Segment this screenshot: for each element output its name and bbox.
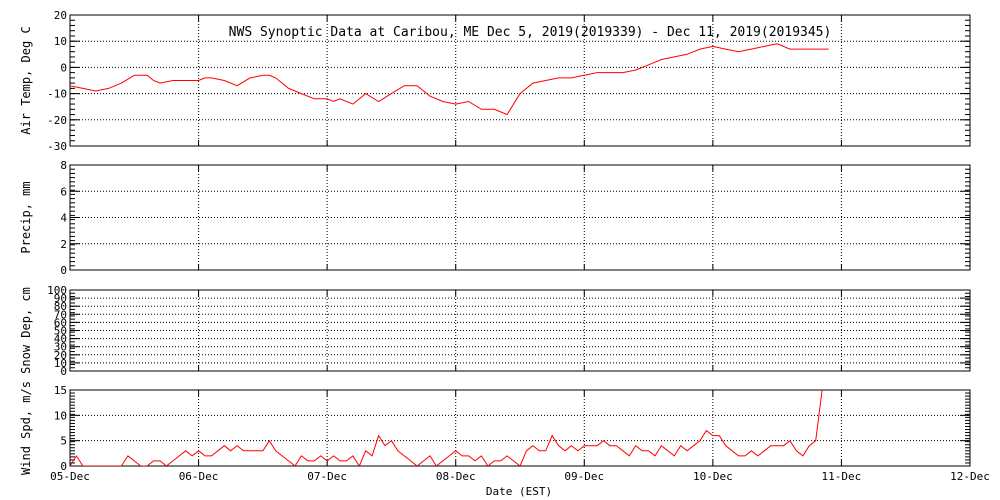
y-axis-label: Precip, mm <box>19 181 33 253</box>
chart-title: NWS Synoptic Data at Caribou, ME Dec 5, … <box>229 25 832 40</box>
series-line <box>70 43 829 116</box>
y-axis-label: Wind Spd, m/s <box>19 381 33 475</box>
y-tick-label: 0 <box>60 365 67 378</box>
y-axis-label: Snow Dep, cm <box>19 287 33 374</box>
y-tick-label: 60 <box>54 316 67 329</box>
y-tick-label: 4 <box>60 212 67 225</box>
x-tick-label: 10-Dec <box>693 470 733 483</box>
y-tick-label: -30 <box>47 140 67 153</box>
y-tick-label: 2 <box>60 238 67 251</box>
y-tick-label: 90 <box>54 292 67 305</box>
series-line <box>70 390 823 466</box>
y-tick-label: 5 <box>60 435 67 448</box>
panel-frame <box>69 14 971 147</box>
y-tick-label: 0 <box>60 460 67 473</box>
y-tick-label: 30 <box>54 341 67 354</box>
x-tick-label: 07-Dec <box>307 470 347 483</box>
x-tick-label: 11-Dec <box>822 470 862 483</box>
y-tick-label: 20 <box>54 9 67 22</box>
y-tick-label: 0 <box>60 61 67 74</box>
y-axis-label: Air Temp, Deg C <box>19 26 33 134</box>
x-tick-label: 09-Dec <box>564 470 604 483</box>
x-tick-label: 06-Dec <box>179 470 219 483</box>
y-tick-label: 10 <box>54 409 67 422</box>
y-tick-label: 70 <box>54 308 67 321</box>
y-tick-label: -10 <box>47 88 67 101</box>
y-tick-label: 40 <box>54 333 67 346</box>
y-tick-label: 15 <box>54 384 67 397</box>
y-tick-label: 20 <box>54 349 67 362</box>
panel-frame <box>69 289 971 372</box>
x-tick-label: 12-Dec <box>950 470 990 483</box>
y-tick-label: 80 <box>54 300 67 313</box>
x-axis-label: Date (EST) <box>486 485 552 498</box>
panel-frame <box>69 164 971 271</box>
y-tick-label: 50 <box>54 325 67 338</box>
y-tick-label: 0 <box>60 264 67 277</box>
y-tick-label: 10 <box>54 35 67 48</box>
y-tick-label: -20 <box>47 114 67 127</box>
x-tick-label: 05-Dec <box>50 470 90 483</box>
y-tick-label: 100 <box>47 284 67 297</box>
x-tick-label: 08-Dec <box>436 470 476 483</box>
y-tick-label: 10 <box>54 357 67 370</box>
y-tick-label: 6 <box>60 185 67 198</box>
panel-frame <box>69 389 971 467</box>
y-tick-label: 8 <box>60 159 67 172</box>
